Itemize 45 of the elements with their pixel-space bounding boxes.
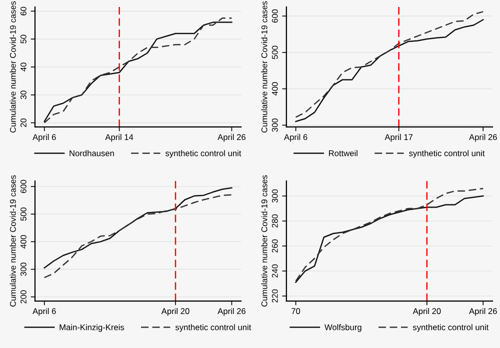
y-tick-label: 20 (20, 118, 26, 128)
y-axis-title: Cumulative number Covid-19 cases (10, 1, 16, 133)
x-tick-label: April 26 (218, 134, 246, 142)
y-tick-label: 300 (20, 262, 26, 276)
x-tick-label: April 26 (469, 308, 497, 316)
legend-label: Nordhausen (70, 150, 114, 156)
y-axis-title: Cumulative number Covid-19 cases (261, 1, 268, 133)
y-tick-label: 200 (20, 290, 26, 304)
x-tick-label: April 17 (384, 134, 413, 142)
x-tick-label: April 26 (469, 134, 497, 142)
y-tick-label: 600 (20, 180, 26, 194)
y-tick-label: 500 (272, 46, 278, 60)
y-tick-label: 600 (272, 9, 278, 23)
line-series (44, 187, 232, 269)
y-tick-label: 260 (272, 239, 278, 253)
legend-label: Rottweil (329, 150, 358, 156)
y-tick-label: 400 (272, 82, 278, 96)
legend-label: synthetic control unit (412, 324, 489, 332)
y-tick-label: 220 (272, 289, 278, 303)
legend-label: Main-Kinzig-Kreis (60, 324, 124, 332)
y-tick-label: 280 (272, 214, 278, 228)
y-tick-label: 240 (272, 264, 278, 278)
x-tick-label: 70 (292, 308, 300, 314)
legend-label: Wolfsburg (324, 324, 362, 332)
y-tick-label: 40 (20, 62, 26, 72)
x-tick-label: April 20 (412, 308, 441, 316)
y-tick-label: 300 (272, 118, 278, 132)
x-tick-label: April 6 (284, 134, 308, 142)
legend-label: synthetic control unit (175, 324, 252, 332)
y-tick-label: 60 (20, 6, 26, 16)
y-axis-title: Cumulative number Covid-19 cases (10, 175, 16, 307)
x-tick-label: April 20 (161, 308, 190, 316)
line-series (44, 194, 232, 278)
x-tick-label: April 26 (218, 308, 246, 316)
legend-label: synthetic control unit (165, 150, 242, 158)
x-tick-label: April 6 (32, 308, 56, 316)
y-axis-title: Cumulative number Covid-19 cases (261, 175, 268, 307)
x-tick-label: April 6 (32, 134, 56, 142)
y-tick-label: 500 (20, 207, 26, 221)
y-tick-label: 300 (272, 189, 278, 203)
y-tick-label: 30 (20, 90, 26, 100)
x-tick-label: April 14 (105, 134, 134, 142)
y-tick-label: 400 (20, 235, 26, 248)
legend-label: synthetic control unit (409, 150, 485, 158)
y-tick-label: 50 (20, 34, 26, 44)
